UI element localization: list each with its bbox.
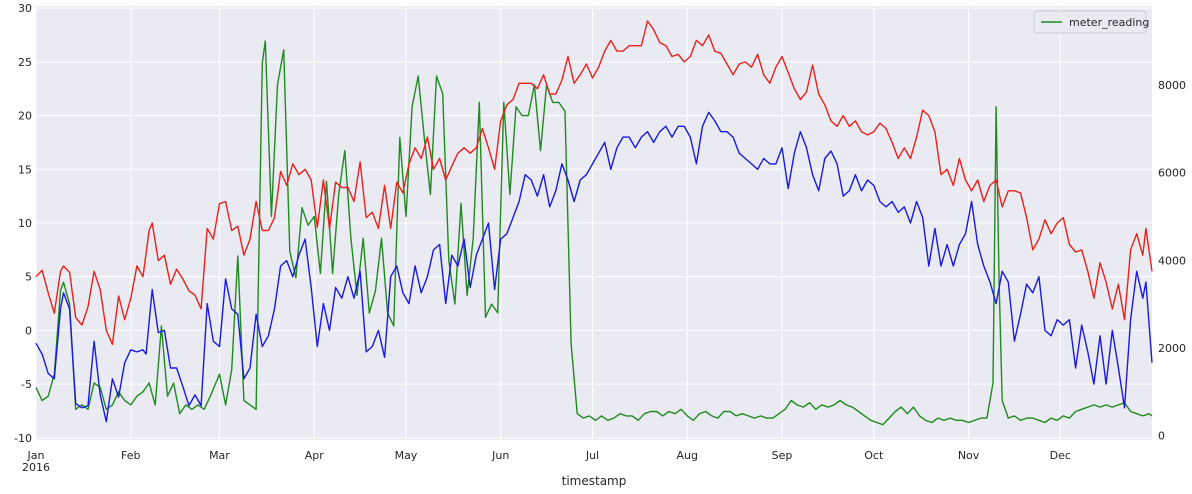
y-axis-left: -10 -5 0 5 10 15 20 25 30 [14,2,32,445]
x-tick-sublabel: 2016 [22,461,50,474]
x-tick-label: Sep [772,449,793,462]
y-right-tick-label: 8000 [1158,79,1186,92]
series-line-meter_reading [35,40,1153,426]
series-line-series-0 [35,20,1153,346]
legend-box [1033,10,1147,34]
x-tick-label: Oct [864,449,884,462]
y-axis-right: 0 2000 4000 6000 8000 [1158,79,1186,443]
y-right-tick-label: 2000 [1158,342,1186,355]
y-left-tick-label: 15 [18,163,32,176]
series-layer [35,20,1153,426]
y-left-tick-label: 20 [18,110,32,123]
x-axis-label: timestamp [562,474,627,488]
legend-label: meter_reading [1069,16,1149,29]
y-left-tick-label: -10 [14,432,32,445]
y-right-tick-label: 6000 [1158,167,1186,180]
x-tick-label: Jan [27,449,45,462]
grid [35,6,1152,440]
x-tick-label: Jun [491,449,509,462]
x-tick-label: Mar [209,449,230,462]
y-left-tick-label: 10 [18,217,32,230]
x-tick-label: May [395,449,418,462]
legend: meter_reading [1033,10,1149,34]
x-tick-label: Apr [305,449,325,462]
series-line-series-1 [35,111,1153,423]
y-left-tick-label: -5 [21,378,32,391]
x-tick-label: Jul [585,449,599,462]
y-right-tick-label: 0 [1158,430,1165,443]
y-left-tick-label: 25 [18,56,32,69]
y-left-tick-label: 30 [18,2,32,15]
y-left-tick-label: 0 [25,324,32,337]
y-right-tick-label: 4000 [1158,254,1186,267]
x-tick-label: Aug [677,449,698,462]
y-left-tick-label: 5 [25,271,32,284]
x-tick-label: Dec [1050,449,1071,462]
x-tick-label: Nov [958,449,980,462]
x-tick-label: Feb [121,449,140,462]
